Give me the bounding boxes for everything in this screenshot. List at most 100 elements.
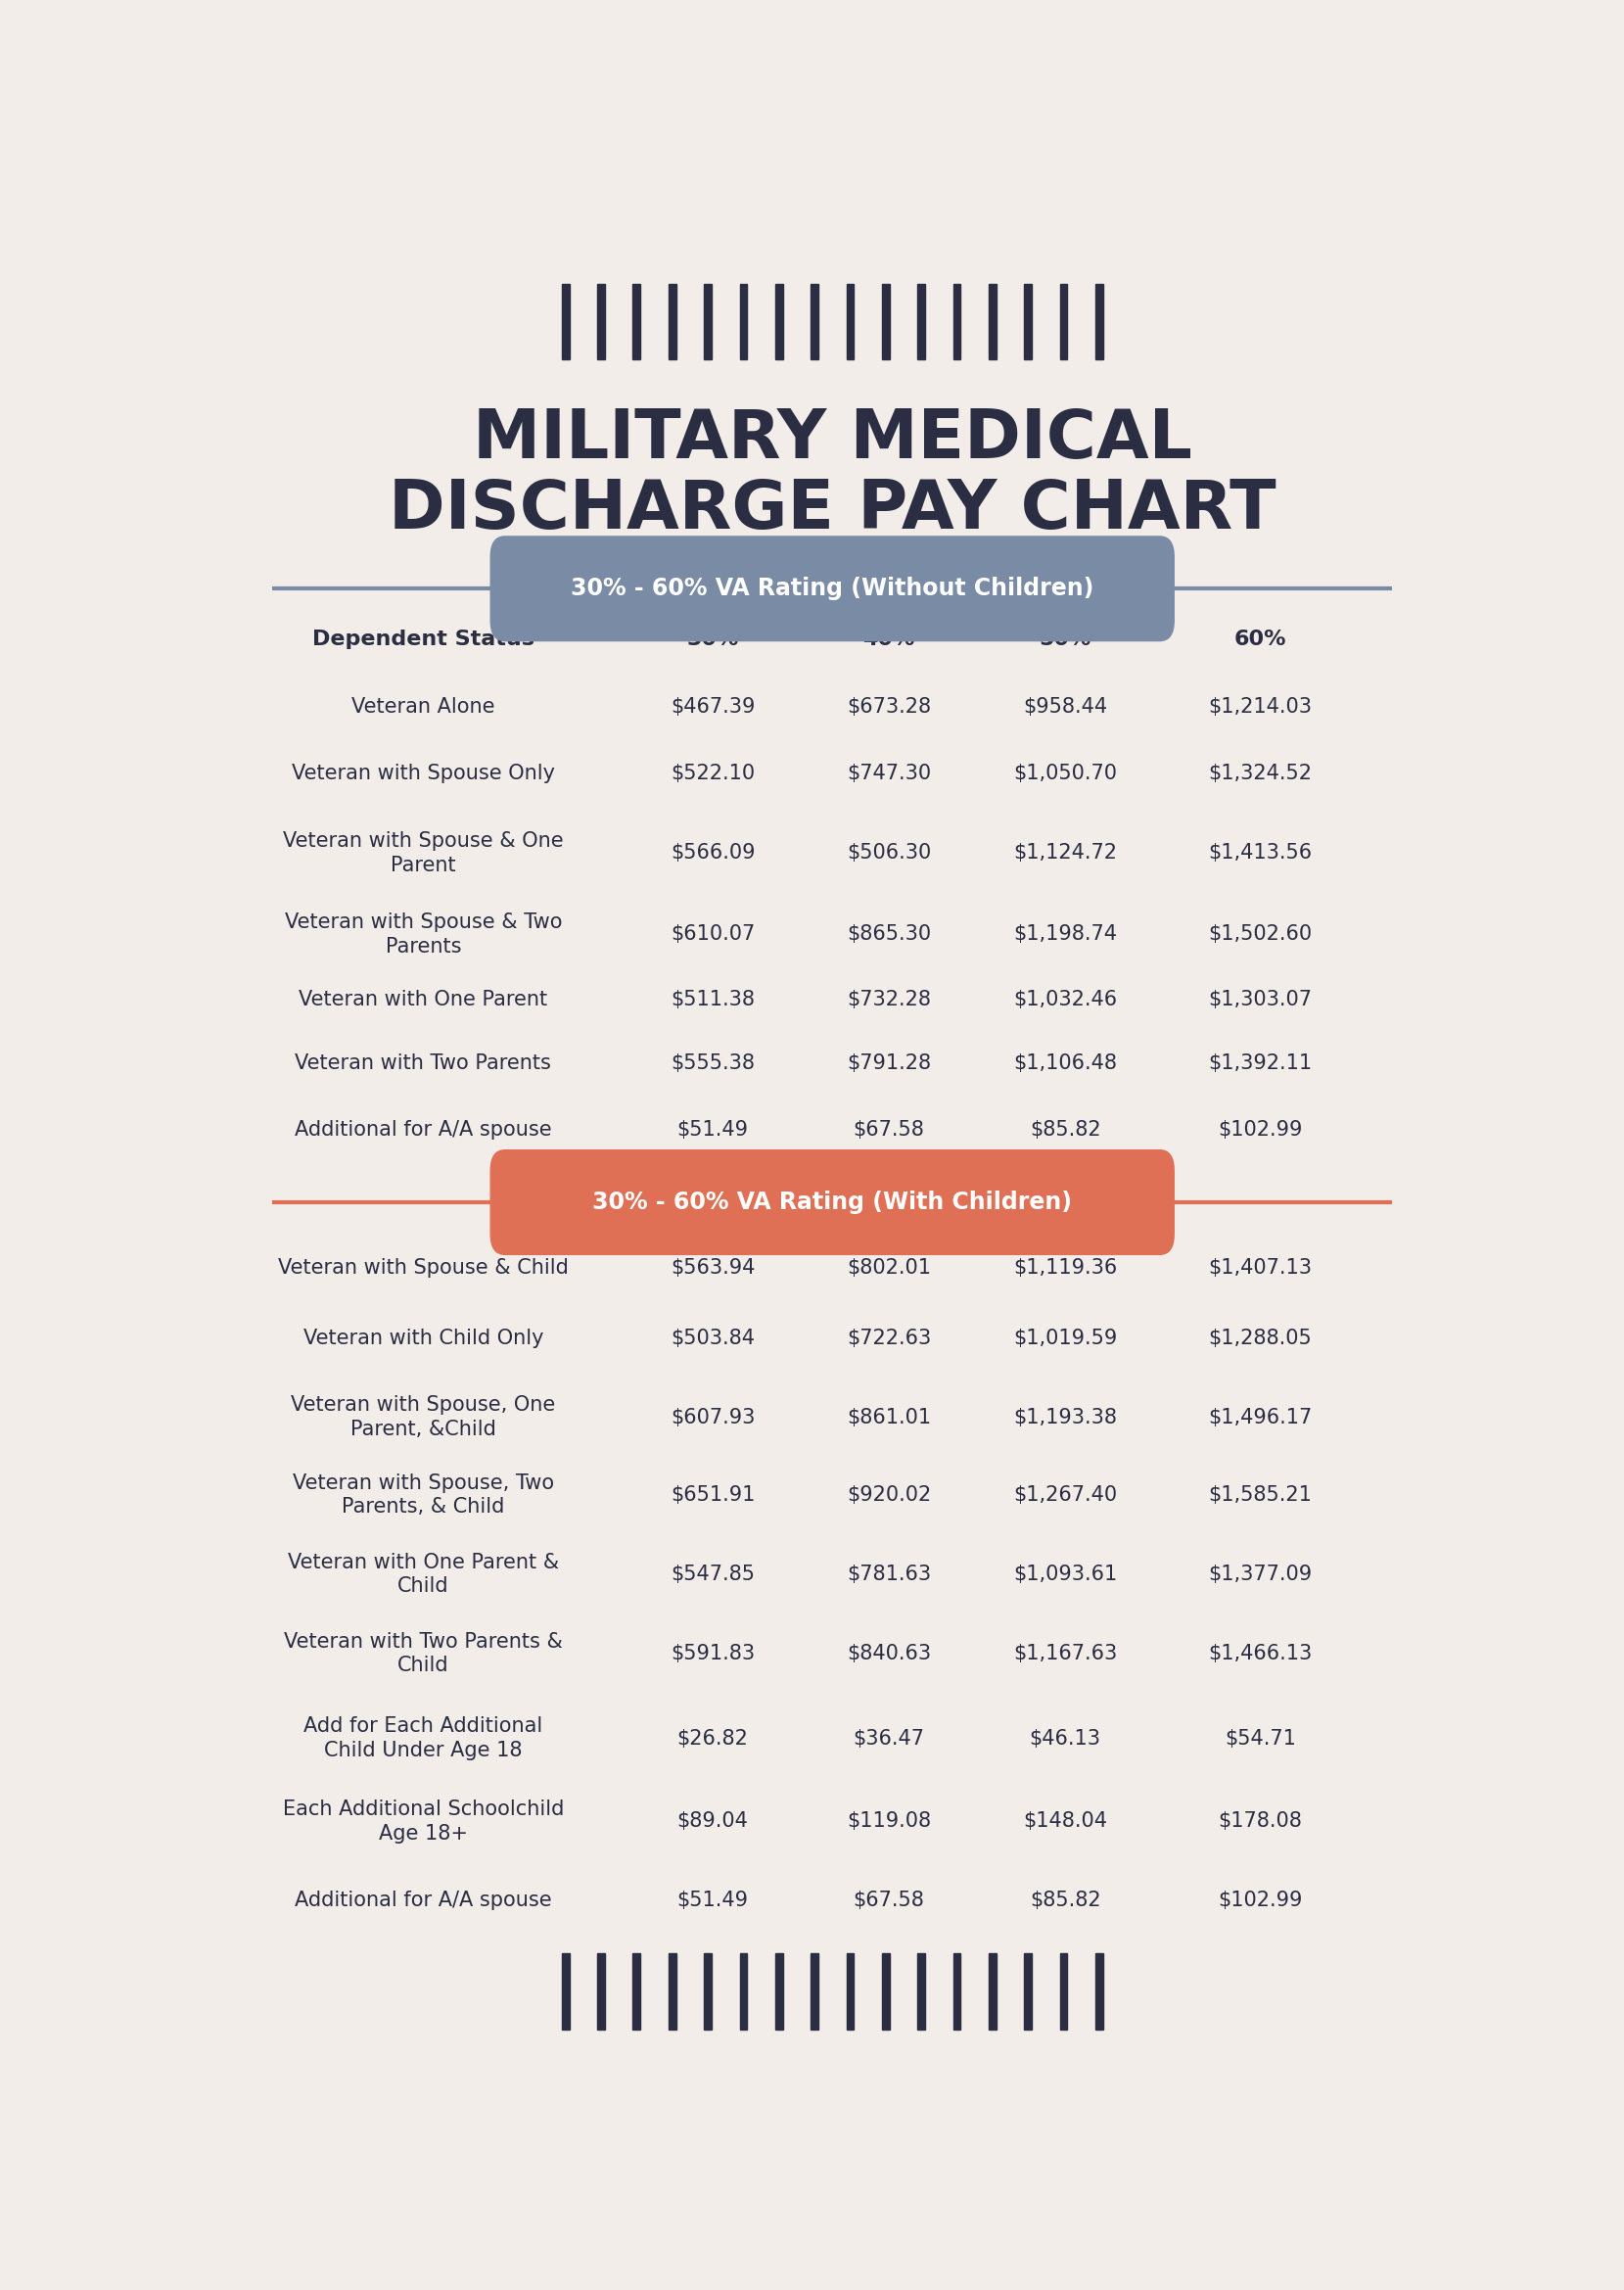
Text: $732.28: $732.28: [846, 989, 931, 1010]
Text: Additional for A/A spouse: Additional for A/A spouse: [294, 1120, 552, 1140]
Bar: [810, 1953, 818, 2029]
Bar: [846, 284, 854, 360]
FancyBboxPatch shape: [490, 536, 1174, 641]
Text: Veteran with Spouse & Two
Parents: Veteran with Spouse & Two Parents: [284, 911, 562, 957]
Bar: [739, 284, 747, 360]
Bar: [705, 284, 711, 360]
Text: 40%: 40%: [862, 630, 914, 650]
Text: Veteran with Spouse, One
Parent, &Child: Veteran with Spouse, One Parent, &Child: [291, 1395, 555, 1440]
Bar: [562, 284, 570, 360]
Text: 50%: 50%: [1039, 630, 1091, 650]
Text: $610.07: $610.07: [671, 925, 755, 943]
Bar: [989, 1953, 996, 2029]
Bar: [989, 284, 996, 360]
Text: Veteran with Spouse & One
Parent: Veteran with Spouse & One Parent: [283, 831, 564, 875]
Text: MILITARY MEDICAL: MILITARY MEDICAL: [473, 405, 1192, 472]
Bar: [953, 284, 960, 360]
Bar: [562, 1953, 570, 2029]
Text: $1,303.07: $1,303.07: [1208, 989, 1312, 1010]
Text: $67.58: $67.58: [853, 1892, 924, 1910]
Text: $85.82: $85.82: [1030, 1892, 1101, 1910]
Text: $1,324.52: $1,324.52: [1208, 765, 1312, 783]
Text: $102.99: $102.99: [1218, 1892, 1302, 1910]
Text: $1,050.70: $1,050.70: [1013, 765, 1117, 783]
Bar: [1095, 1953, 1103, 2029]
Text: $673.28: $673.28: [846, 696, 931, 717]
Text: Veteran with Spouse Only: Veteran with Spouse Only: [292, 765, 555, 783]
Text: $102.99: $102.99: [1218, 1120, 1302, 1140]
Text: $89.04: $89.04: [677, 1811, 749, 1832]
Bar: [669, 284, 676, 360]
Bar: [1025, 1953, 1031, 2029]
Text: $119.08: $119.08: [846, 1811, 931, 1832]
Text: $1,288.05: $1,288.05: [1208, 1328, 1312, 1349]
Text: Veteran with Two Parents: Veteran with Two Parents: [296, 1053, 552, 1072]
Text: $865.30: $865.30: [846, 925, 931, 943]
Text: $781.63: $781.63: [846, 1564, 931, 1585]
Text: $506.30: $506.30: [846, 843, 931, 863]
Text: $1,267.40: $1,267.40: [1013, 1486, 1117, 1505]
Text: $547.85: $547.85: [671, 1564, 755, 1585]
Text: $1,124.72: $1,124.72: [1013, 843, 1117, 863]
Text: $26.82: $26.82: [677, 1729, 749, 1747]
Text: $178.08: $178.08: [1218, 1811, 1302, 1832]
Bar: [953, 1953, 960, 2029]
Text: $1,585.21: $1,585.21: [1208, 1486, 1312, 1505]
Bar: [1095, 284, 1103, 360]
Text: $467.39: $467.39: [671, 696, 755, 717]
Text: $1,466.13: $1,466.13: [1208, 1644, 1312, 1663]
Text: $1,167.63: $1,167.63: [1013, 1644, 1117, 1663]
Text: $1,093.61: $1,093.61: [1013, 1564, 1117, 1585]
Text: Each Additional Schoolchild
Age 18+: Each Additional Schoolchild Age 18+: [283, 1800, 564, 1843]
Bar: [669, 1953, 676, 2029]
Bar: [882, 1953, 890, 2029]
Text: $1,377.09: $1,377.09: [1208, 1564, 1312, 1585]
Text: Veteran Alone: Veteran Alone: [351, 696, 495, 717]
Text: $563.94: $563.94: [671, 1257, 755, 1278]
Text: $791.28: $791.28: [846, 1053, 931, 1072]
Text: $747.30: $747.30: [846, 765, 931, 783]
Text: $607.93: $607.93: [671, 1408, 755, 1427]
Bar: [918, 284, 926, 360]
Text: $67.58: $67.58: [853, 1120, 924, 1140]
Text: Add for Each Additional
Child Under Age 18: Add for Each Additional Child Under Age …: [304, 1718, 542, 1761]
Bar: [598, 284, 604, 360]
Text: $51.49: $51.49: [677, 1120, 749, 1140]
Text: Veteran with Spouse & Child: Veteran with Spouse & Child: [278, 1257, 568, 1278]
Text: 30%: 30%: [687, 630, 739, 650]
Text: $1,106.48: $1,106.48: [1013, 1053, 1117, 1072]
Text: DISCHARGE PAY CHART: DISCHARGE PAY CHART: [388, 476, 1276, 543]
Bar: [1025, 284, 1031, 360]
Text: $802.01: $802.01: [846, 1257, 931, 1278]
Text: $46.13: $46.13: [1030, 1729, 1101, 1747]
Bar: [775, 1953, 783, 2029]
Bar: [846, 1953, 854, 2029]
Text: 60%: 60%: [1234, 630, 1286, 650]
Text: $36.47: $36.47: [853, 1729, 924, 1747]
Bar: [775, 284, 783, 360]
Text: $566.09: $566.09: [671, 843, 755, 863]
Text: Veteran with Spouse, Two
Parents, & Child: Veteran with Spouse, Two Parents, & Chil…: [292, 1472, 554, 1516]
Text: $1,019.59: $1,019.59: [1013, 1328, 1117, 1349]
Text: $840.63: $840.63: [846, 1644, 931, 1663]
Text: $1,392.11: $1,392.11: [1208, 1053, 1312, 1072]
Text: $522.10: $522.10: [671, 765, 755, 783]
Bar: [1060, 1953, 1067, 2029]
Bar: [882, 284, 890, 360]
Text: Additional for A/A spouse: Additional for A/A spouse: [294, 1892, 552, 1910]
Text: 30% - 60% VA Rating (With Children): 30% - 60% VA Rating (With Children): [593, 1191, 1072, 1214]
Bar: [1060, 284, 1067, 360]
Text: Veteran with Two Parents &
Child: Veteran with Two Parents & Child: [284, 1633, 562, 1676]
Bar: [810, 284, 818, 360]
Text: $1,119.36: $1,119.36: [1013, 1257, 1117, 1278]
Bar: [633, 1953, 640, 2029]
Bar: [705, 1953, 711, 2029]
FancyBboxPatch shape: [490, 1150, 1174, 1255]
Bar: [739, 1953, 747, 2029]
Text: $51.49: $51.49: [677, 1892, 749, 1910]
Text: $920.02: $920.02: [846, 1486, 931, 1505]
Text: $591.83: $591.83: [671, 1644, 755, 1663]
Text: $555.38: $555.38: [671, 1053, 755, 1072]
Text: $1,502.60: $1,502.60: [1208, 925, 1312, 943]
Text: $511.38: $511.38: [671, 989, 755, 1010]
